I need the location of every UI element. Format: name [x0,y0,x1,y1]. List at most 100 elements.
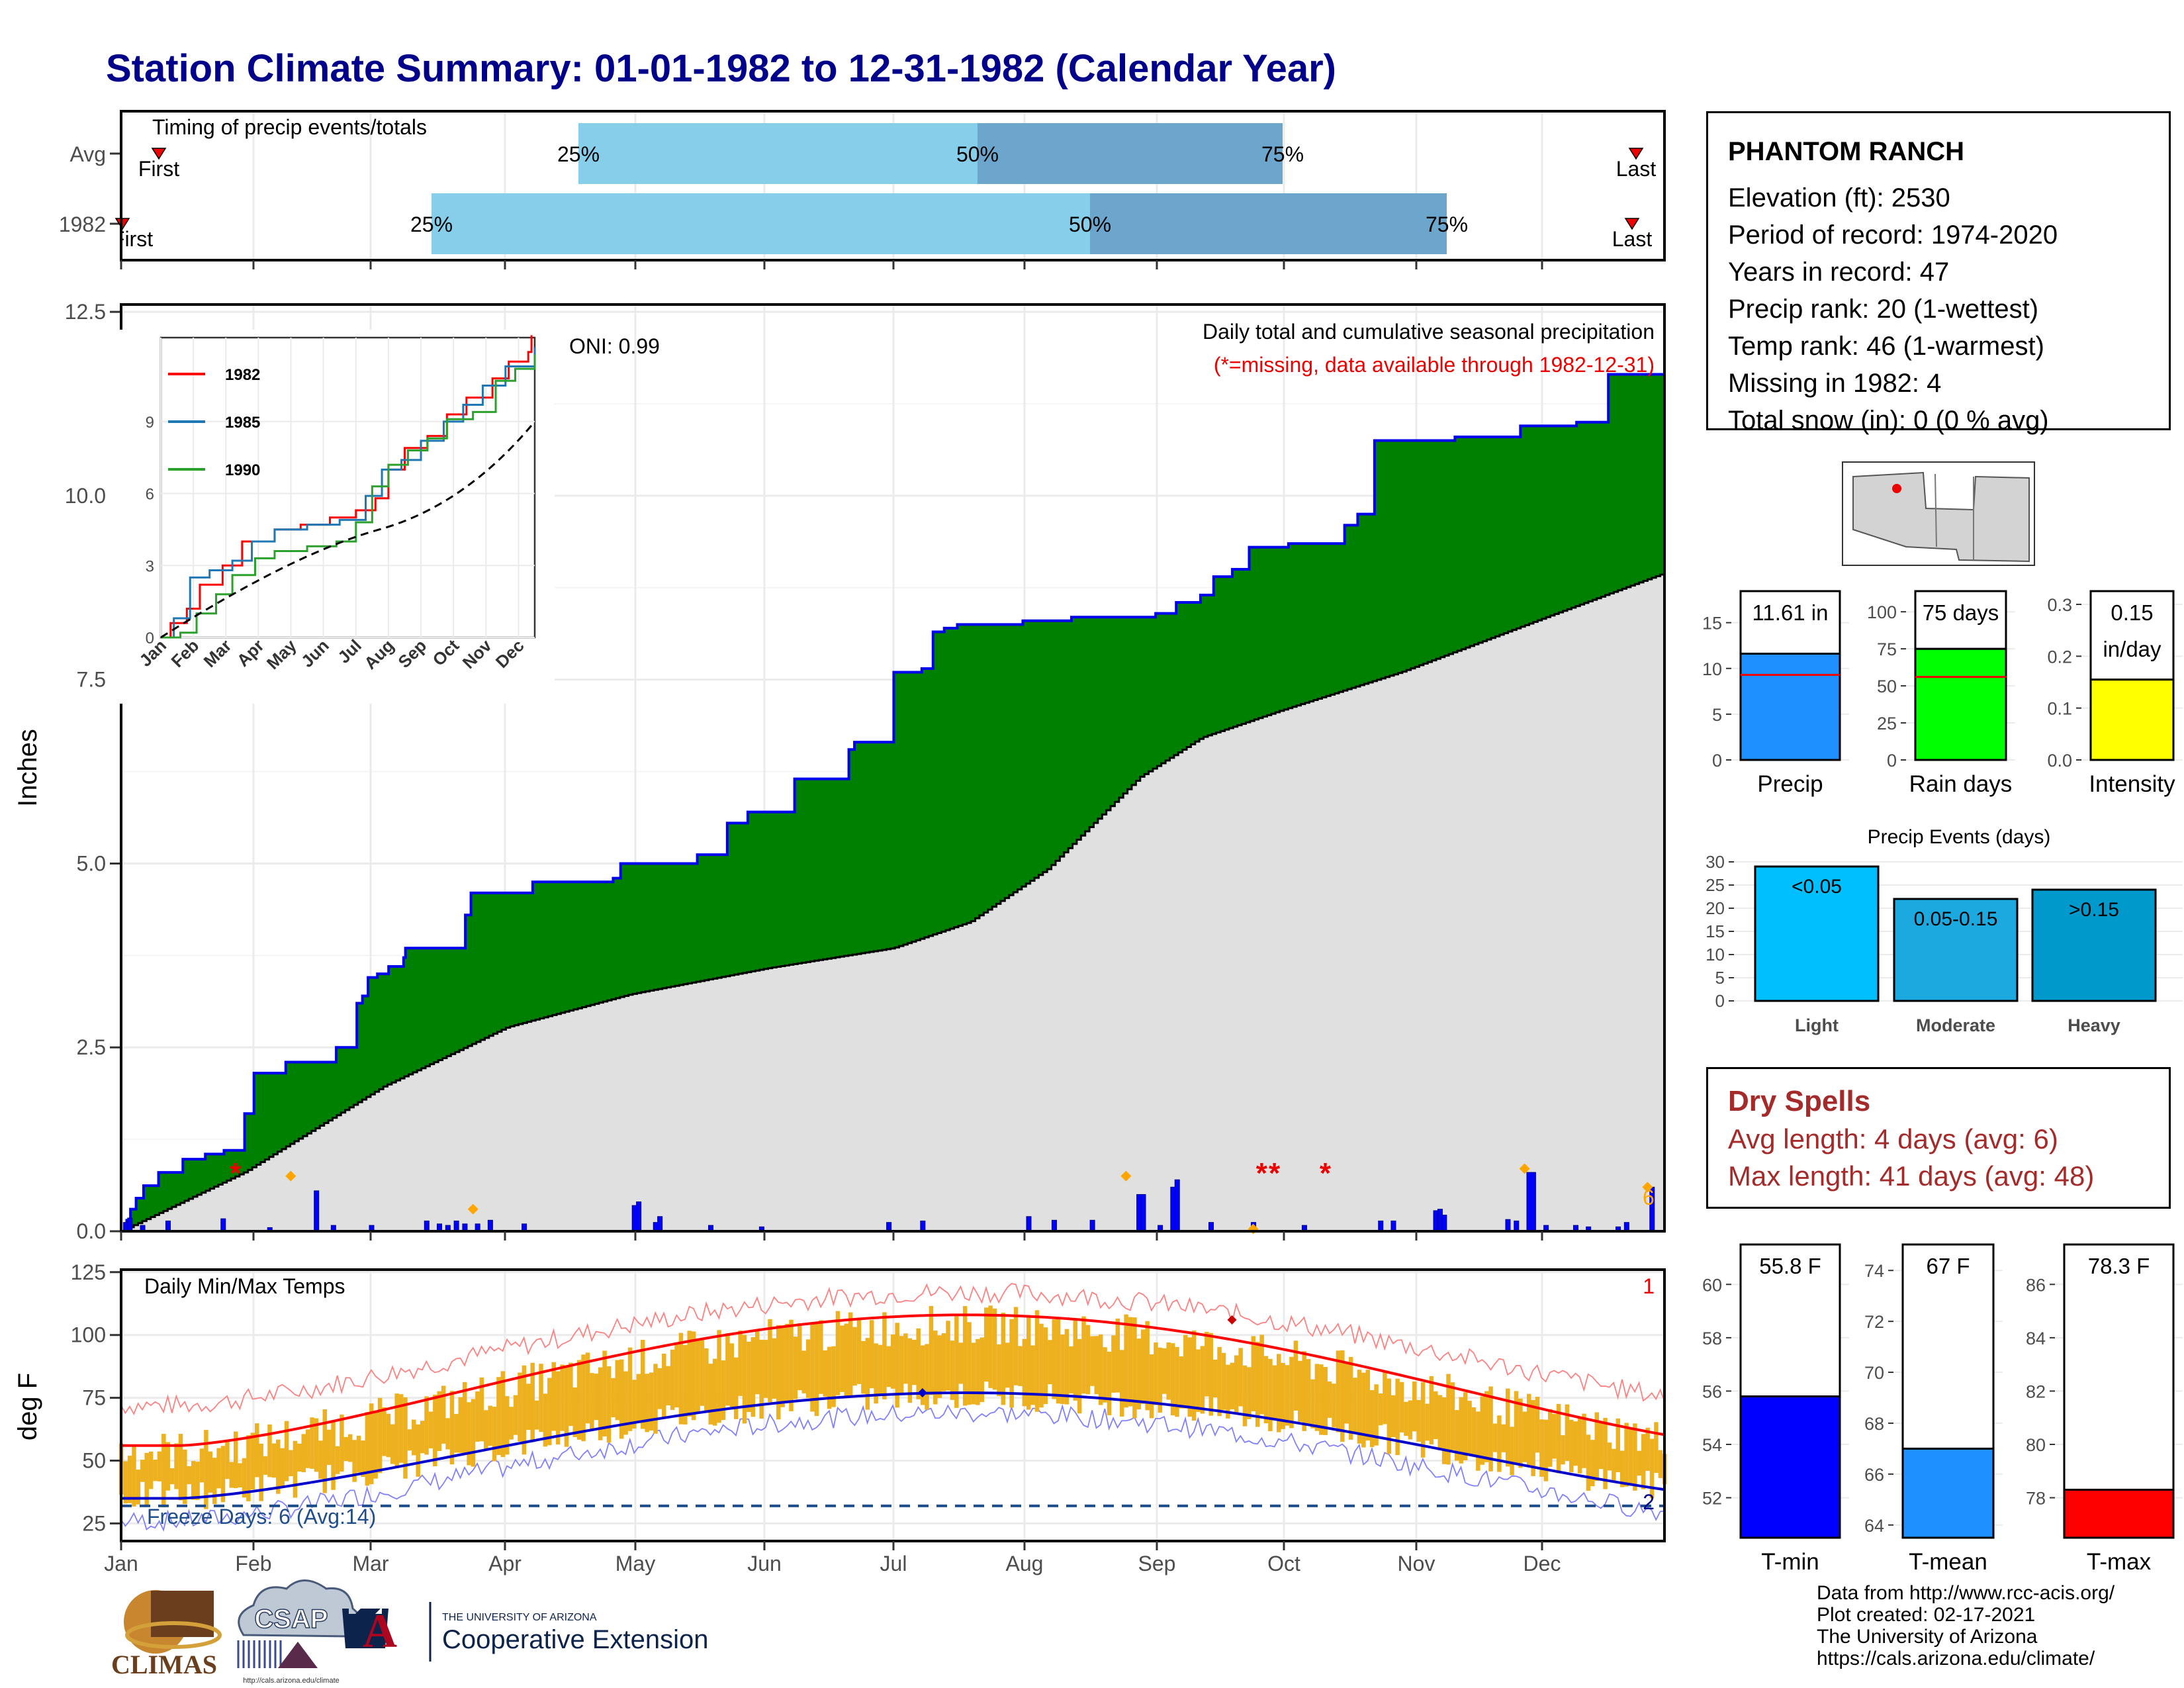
daily-temp-bar [433,1394,437,1466]
daily-temp-bar [1404,1401,1408,1436]
daily-temp-bar [1081,1316,1086,1394]
y-tick-label: 0.0 [77,1219,106,1243]
daily-temp-bar [1548,1409,1553,1467]
daily-temp-bar [483,1410,488,1451]
daily-temp-bar [738,1330,743,1396]
mini-y-tick: 52 [1702,1489,1722,1509]
ua-a-letter: A [363,1605,397,1658]
month-label: Feb [235,1552,271,1575]
daily-temp-bar [382,1407,387,1456]
daily-temp-bar [1140,1329,1146,1404]
daily-temp-bar [560,1364,565,1431]
daily-temp-bar [1026,1315,1031,1410]
daily-temp-bar [1090,1336,1095,1386]
daily-temp-bar [988,1305,993,1388]
daily-temp-bar [1590,1440,1595,1487]
daily-temp-bar [165,1442,170,1491]
daily-temp-bar [1039,1323,1044,1408]
daily-temp-bar [1103,1347,1107,1403]
csap-mountain-icon [278,1642,318,1668]
daily-temp-bar [1628,1428,1633,1486]
daily-temp-bar [412,1419,416,1456]
mini-category-label: Intensity [2089,771,2175,797]
daily-temp-bar [1446,1374,1451,1465]
daily-temp-bar [1586,1434,1591,1491]
event-category-label: Heavy [2068,1015,2120,1035]
mini-category-label: T-max [2087,1549,2152,1575]
daily-temp-bar [950,1340,955,1400]
daily-temp-bar [1624,1423,1629,1487]
daily-temp-bar [636,1374,641,1423]
daily-temp-bar [1107,1351,1112,1415]
events-y-tick: 20 [1706,898,1725,918]
daily-temp-bar [997,1344,1001,1397]
daily-temp-bar [1175,1346,1179,1417]
daily-temp-bar [1098,1334,1103,1405]
daily-temp-bar [929,1305,934,1395]
mini-y-tick: 0 [1887,751,1897,771]
mini-label-box [1914,590,2007,650]
daily-temp-bar [1226,1364,1230,1419]
mini-y-tick: 50 [1877,677,1897,696]
daily-temp-bar [174,1443,179,1489]
last-label: Last [1612,227,1653,251]
mini-y-tick: 66 [1864,1465,1884,1485]
daily-temp-bar [662,1353,666,1419]
daily-temp-bar [1212,1359,1218,1398]
daily-temp-bar [1573,1421,1578,1466]
record-min-line [121,1403,1664,1532]
daily-temp-bar [428,1411,433,1448]
daily-temp-bar [895,1323,899,1408]
daily-temp-bar [293,1440,298,1498]
daily-temp-bar [933,1331,938,1405]
daily-temp-bar [1531,1399,1535,1476]
daily-temp-bar [1247,1367,1251,1419]
daily-precip-bar [1441,1215,1447,1232]
daily-temp-bar [1361,1372,1366,1448]
daily-temp-bar [136,1470,141,1505]
daily-temp-bar [623,1371,628,1435]
dry-spells-box: Dry Spells Avg length: 4 days (avg: 6) M… [1706,1067,2171,1209]
daily-temp-bar [1344,1363,1349,1424]
daily-temp-bar [967,1322,972,1405]
daily-temp-bar [144,1452,149,1506]
daily-temp-bar [445,1418,450,1450]
daily-temp-bar [420,1421,425,1454]
daily-temp-bar [920,1345,925,1405]
daily-temp-bar [1336,1350,1341,1432]
daily-temp-bar [1034,1310,1040,1412]
month-label: Jun [747,1552,782,1575]
daily-temp-bar [361,1440,365,1477]
daily-temp-bar [1437,1395,1442,1450]
daily-temp-bar [1615,1418,1621,1472]
quantile-label: 75% [1261,142,1304,166]
credit-line: Data from http://www.rcc-acis.org/ [1817,1582,2115,1604]
daily-temp-bar [861,1340,866,1394]
timing-title: Timing of precip events/totals [152,115,427,139]
daily-temp-bar [1471,1407,1477,1456]
daily-temp-bar [763,1340,768,1398]
daily-temp-bar [759,1339,764,1419]
daily-temp-bar [983,1307,989,1382]
daily-temp-bar [594,1374,599,1421]
daily-temp-bar [789,1319,794,1411]
mini-value-label: 11.61 in [1752,600,1829,625]
daily-temp-bar [199,1448,205,1483]
daily-temp-bar [882,1312,887,1399]
daily-temp-bar [848,1312,853,1398]
csap-logo-text: CSAP [254,1605,328,1634]
mini-y-tick: 84 [2026,1329,2046,1348]
daily-temp-bar [1645,1427,1650,1471]
daily-precip-bar [1089,1219,1095,1232]
csap-url: http://cals.arizona.edu/climate [243,1677,340,1685]
mini-bar [2089,679,2175,761]
daily-precip-bar [920,1220,926,1232]
daily-temp-bar [225,1440,230,1479]
daily-temp-bar [903,1333,908,1384]
daily-temp-bar [776,1325,781,1420]
daily-temp-bar [831,1346,836,1407]
daily-temp-bar [801,1350,806,1393]
daily-temp-bar [373,1411,378,1479]
station-location-dot [1892,484,1901,493]
daily-temp-bar [912,1339,917,1385]
